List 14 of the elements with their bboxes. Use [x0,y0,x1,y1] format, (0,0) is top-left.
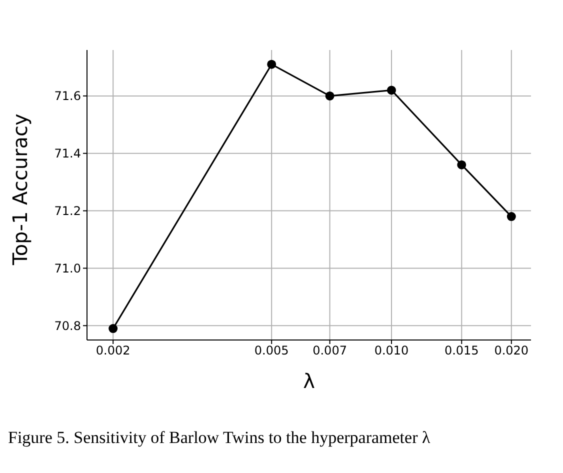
y-tick-label: 71.0 [54,261,81,276]
x-tick-label: 0.005 [254,344,289,358]
y-tick-label: 71.6 [54,89,81,104]
x-tick-label: 0.007 [312,344,347,358]
x-tick-label: 0.020 [494,344,529,358]
x-tick-label: 0.015 [444,344,479,358]
y-tick-label: 71.2 [54,204,81,218]
x-axis-title: λ [303,369,316,393]
y-tick-label: 71.4 [54,146,81,161]
y-axis-title: Top-1 Accuracy [8,113,32,266]
y-tick-label: 70.8 [54,318,81,333]
x-tick-label: 0.010 [374,344,409,358]
x-tick-label: 0.002 [96,344,130,358]
caption: Figure 5. Sensitivity of Barlow Twins to the hyperparameter λ [8,428,432,448]
